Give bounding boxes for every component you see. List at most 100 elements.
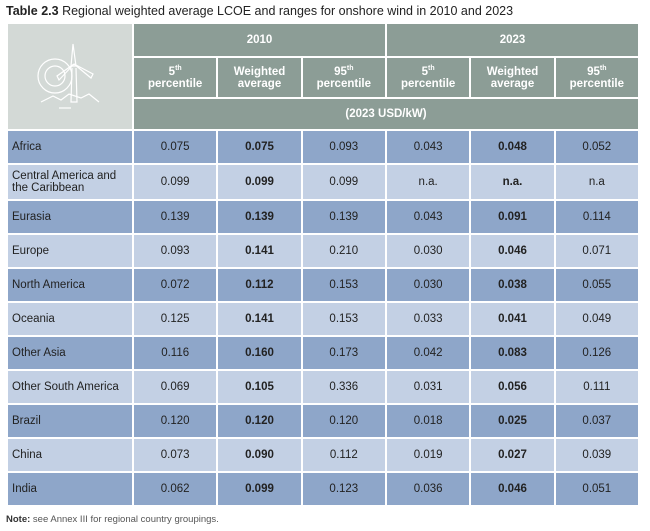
value-cell: 0.025 [471, 405, 554, 437]
region-label: Eurasia [8, 201, 132, 233]
column-header-line2: percentile [400, 77, 456, 90]
value-cell: 0.043 [386, 201, 470, 233]
value-cell: 0.052 [555, 131, 638, 163]
value-cell: 0.075 [134, 131, 217, 163]
value-cell: 0.075 [218, 131, 301, 163]
column-header: Weighted average [471, 58, 554, 97]
value-cell: 0.062 [134, 473, 217, 505]
value-cell: 0.099 [302, 165, 385, 199]
value-cell: 0.049 [555, 303, 638, 335]
column-header-line2: percentile [569, 77, 624, 90]
value-cell: 0.093 [302, 131, 385, 163]
value-cell: 0.039 [555, 439, 638, 471]
value-cell: 0.114 [555, 201, 638, 233]
column-header: 95th percentile [302, 58, 385, 97]
value-cell: 0.018 [386, 405, 470, 437]
value-cell: 0.210 [302, 235, 385, 267]
region-label: Europe [8, 235, 132, 267]
value-cell: 0.141 [218, 303, 301, 335]
value-cell: 0.083 [471, 337, 554, 369]
value-cell: 0.056 [471, 371, 554, 403]
table-row: India 0.062 0.099 0.123 0.036 0.046 0.051 [8, 473, 638, 505]
table-row: Africa 0.075 0.075 0.093 0.043 0.048 0.052 [8, 131, 638, 163]
value-cell: 0.072 [134, 269, 217, 301]
value-cell: 0.139 [134, 201, 217, 233]
column-header: 95th percentile [555, 58, 638, 97]
value-cell: 0.139 [302, 201, 385, 233]
ordinal-suffix: th [599, 64, 607, 72]
value-cell: 0.031 [386, 371, 470, 403]
value-cell: 0.030 [386, 235, 470, 267]
year-header-row: 2010 2023 [8, 24, 638, 129]
column-header-line2: average [490, 77, 535, 90]
column-header: 5th percentile [134, 58, 217, 97]
lcoe-table: 2010 2023 5th percentile Weighted average 95… [6, 22, 640, 507]
value-cell: 0.173 [302, 337, 385, 369]
value-cell: 0.027 [471, 439, 554, 471]
column-header-row: 5th percentile Weighted average 95th percenti… [8, 58, 638, 97]
wind-turbine-icon [37, 43, 100, 109]
value-cell: 0.336 [302, 371, 385, 403]
value-cell: 0.069 [134, 371, 217, 403]
region-label: Oceania [8, 303, 132, 335]
table-caption: Table 2.3 Regional weighted average LCOE… [6, 4, 513, 18]
column-header-line2: percentile [148, 77, 203, 90]
value-cell: 0.071 [555, 235, 638, 267]
value-cell: 0.099 [218, 473, 301, 505]
value-cell: 0.099 [134, 165, 217, 199]
value-cell: 0.042 [386, 337, 470, 369]
value-cell: 0.120 [218, 405, 301, 437]
region-label: Central America and the Caribbean [8, 165, 132, 199]
region-label: Other South America [8, 371, 132, 403]
value-cell: 0.112 [302, 439, 385, 471]
table-row: Oceania 0.125 0.141 0.153 0.033 0.041 0.049 [8, 303, 638, 335]
region-label: Africa [8, 131, 132, 163]
table-title: Regional weighted average LCOE and range… [62, 4, 514, 18]
value-cell: 0.091 [471, 201, 554, 233]
note-text: see Annex III for regional country group… [32, 514, 219, 525]
value-cell: 0.153 [302, 303, 385, 335]
value-cell: 0.112 [218, 269, 301, 301]
value-cell: 0.038 [471, 269, 554, 301]
value-cell: 0.120 [134, 405, 217, 437]
table-row: China 0.073 0.090 0.112 0.019 0.027 0.039 [8, 439, 638, 471]
value-cell: 0.037 [555, 405, 638, 437]
value-cell: 0.030 [386, 269, 470, 301]
value-cell: 0.019 [386, 439, 470, 471]
column-header: Weighted average [218, 58, 301, 97]
region-label: India [8, 473, 132, 505]
value-cell: 0.048 [471, 131, 554, 163]
column-header-line1: Weighted [233, 65, 286, 78]
table-row: Europe 0.093 0.141 0.210 0.030 0.046 0.071 [8, 235, 638, 267]
value-cell: 0.055 [555, 269, 638, 301]
value-cell: 0.051 [555, 473, 638, 505]
value-cell: 0.125 [134, 303, 217, 335]
note-label: Note: [6, 514, 31, 525]
ordinal-suffix: th [175, 64, 182, 72]
value-cell: 0.041 [471, 303, 554, 335]
value-cell: 0.141 [218, 235, 301, 267]
ordinal-suffix: th [346, 64, 354, 72]
table-row: Eurasia 0.139 0.139 0.139 0.043 0.091 0.114 [8, 201, 638, 233]
table-row: Central America and the Caribbean 0.099 0.… [8, 165, 638, 199]
value-cell: 0.126 [555, 337, 638, 369]
value-cell: n.a. [471, 165, 554, 199]
value-cell: 0.111 [555, 371, 638, 403]
value-cell: 0.116 [134, 337, 217, 369]
column-header-percentile: 95th [303, 64, 385, 78]
column-header-line2: average [237, 77, 282, 90]
value-cell: 0.160 [218, 337, 301, 369]
region-label: China [8, 439, 132, 471]
value-cell: 0.043 [386, 131, 470, 163]
value-cell: 0.036 [386, 473, 470, 505]
column-header-percentile: 95th [556, 64, 638, 78]
table-row: Other Asia 0.116 0.160 0.173 0.042 0.083 0.126 [8, 337, 638, 369]
value-cell: 0.033 [386, 303, 470, 335]
percentile-number: 95 [334, 65, 347, 78]
value-cell: 0.099 [218, 165, 301, 199]
table-row: Other South America 0.069 0.105 0.336 0.031 0… [8, 371, 638, 403]
percentile-number: 95 [587, 65, 600, 78]
value-cell: 0.090 [218, 439, 301, 471]
table-row: Brazil 0.120 0.120 0.120 0.018 0.025 0.037 [8, 405, 638, 437]
value-cell: 0.120 [302, 405, 385, 437]
